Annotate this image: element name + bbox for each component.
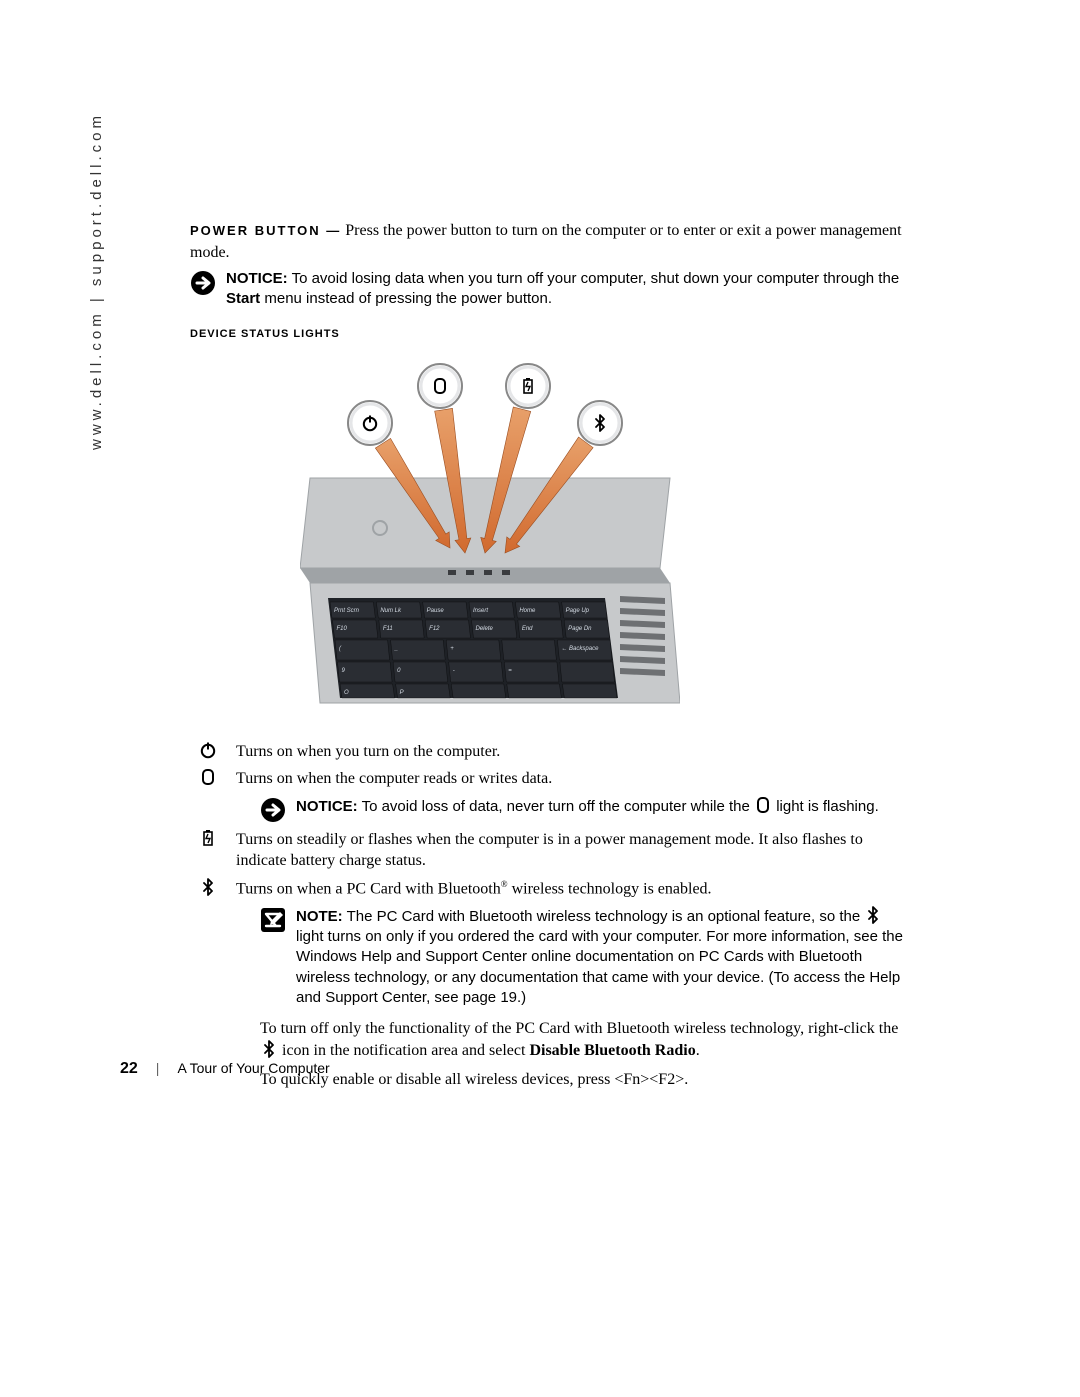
power-button-label: POWER BUTTON — — [190, 223, 341, 238]
svg-text:End: End — [522, 626, 533, 632]
figure-svg: Prnt Scrn Num Lk Pause Insert Home Page Up F10… — [300, 358, 680, 718]
bluetooth-icon — [199, 878, 217, 896]
power-icon — [199, 741, 217, 759]
page-footer: 22 | A Tour of Your Computer — [120, 1060, 330, 1078]
svg-text:+: + — [450, 646, 454, 652]
power-button-para: POWER BUTTON — Press the power button to… — [190, 220, 910, 263]
bluetooth-disable-para: To turn off only the functionality of th… — [260, 1018, 910, 1061]
svg-text:=: = — [508, 668, 512, 674]
notice-2-text: NOTICE: To avoid loss of data, never tur… — [296, 796, 879, 817]
note-1: NOTE: The PC Card with Bluetooth wireles… — [260, 906, 910, 1008]
content-column: POWER BUTTON — Press the power button to… — [190, 220, 910, 1091]
notice-icon — [260, 797, 286, 823]
battery-icon — [199, 829, 217, 847]
svg-text:← Backspace: ← Backspace — [561, 646, 599, 652]
bluetooth-light-row: Turns on when a PC Card with Bluetooth® … — [190, 878, 910, 900]
note-1-text: NOTE: The PC Card with Bluetooth wireles… — [296, 906, 910, 1008]
device-status-lights-figure: Prnt Scrn Num Lk Pause Insert Home Page Up F10… — [300, 358, 680, 723]
svg-text:Insert: Insert — [473, 608, 488, 614]
fn-f2-para: To quickly enable or disable all wireles… — [260, 1069, 910, 1091]
svg-text:F12: F12 — [429, 626, 440, 632]
notice-label: NOTICE: — [226, 270, 288, 287]
svg-text:F10: F10 — [337, 626, 348, 632]
svg-text:P: P — [400, 690, 404, 696]
notice-icon — [190, 270, 216, 296]
page-number: 22 — [120, 1060, 138, 1078]
battery-light-text: Turns on steadily or flashes when the co… — [236, 829, 910, 872]
notice-1: NOTICE: To avoid losing data when you tu… — [190, 269, 910, 310]
note-icon — [260, 907, 286, 933]
svg-text:O: O — [344, 690, 349, 696]
drive-icon — [754, 796, 772, 814]
svg-text:F11: F11 — [383, 626, 393, 632]
side-url: www.dell.com | support.dell.com — [88, 112, 105, 450]
battery-light-row: Turns on steadily or flashes when the co… — [190, 829, 910, 872]
light-row: Turns on when the computer reads or writ… — [190, 768, 910, 790]
chapter-title: A Tour of Your Computer — [177, 1060, 329, 1076]
svg-text:Prnt Scrn: Prnt Scrn — [334, 608, 360, 614]
bluetooth-icon — [864, 906, 882, 924]
bluetooth-icon — [260, 1040, 278, 1058]
svg-text:Num Lk: Num Lk — [380, 608, 402, 614]
bluetooth-light-text: Turns on when a PC Card with Bluetooth® … — [236, 878, 712, 900]
notice-1-text: NOTICE: To avoid losing data when you tu… — [226, 269, 910, 310]
light-description-list: Turns on when you turn on the computer. T… — [190, 741, 910, 790]
svg-text:Page Up: Page Up — [566, 608, 590, 614]
page: www.dell.com | support.dell.com POWER BU… — [0, 0, 1080, 1397]
drive-icon — [199, 768, 217, 786]
svg-text:Delete: Delete — [476, 626, 494, 632]
svg-text:Pause: Pause — [427, 608, 445, 614]
light-row: Turns on when you turn on the computer. — [190, 741, 910, 763]
svg-text:Page Dn: Page Dn — [568, 626, 592, 632]
svg-text:‑: ‑ — [453, 668, 455, 674]
svg-text:Home: Home — [519, 608, 536, 614]
light-row-text: Turns on when the computer reads or writ… — [236, 768, 552, 790]
footer-divider: | — [156, 1060, 160, 1076]
device-status-lights-heading: DEVICE STATUS LIGHTS — [190, 328, 910, 340]
notice-2: NOTICE: To avoid loss of data, never tur… — [260, 796, 910, 823]
light-row-text: Turns on when you turn on the computer. — [236, 741, 500, 763]
svg-text:_: _ — [394, 646, 398, 652]
